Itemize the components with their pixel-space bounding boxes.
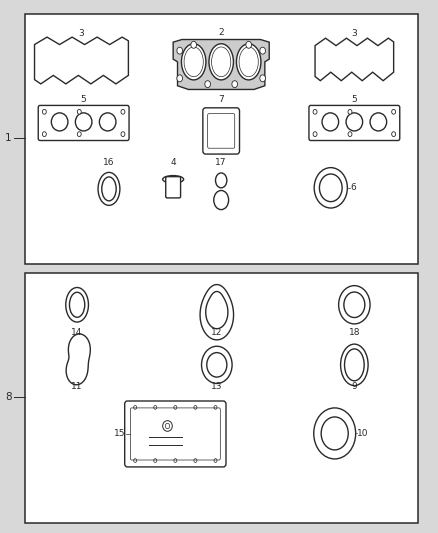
Ellipse shape — [99, 113, 116, 131]
Ellipse shape — [246, 42, 251, 49]
Ellipse shape — [177, 75, 183, 82]
Ellipse shape — [348, 132, 352, 136]
Ellipse shape — [75, 113, 92, 131]
Text: 3: 3 — [351, 29, 357, 38]
Ellipse shape — [232, 80, 237, 87]
Ellipse shape — [313, 109, 317, 114]
Text: 5: 5 — [351, 95, 357, 104]
Ellipse shape — [162, 175, 184, 183]
Ellipse shape — [205, 80, 211, 87]
Ellipse shape — [313, 132, 317, 136]
Ellipse shape — [348, 109, 352, 114]
Text: 3: 3 — [78, 29, 85, 38]
Ellipse shape — [260, 47, 265, 54]
Ellipse shape — [237, 44, 261, 80]
Ellipse shape — [191, 42, 197, 49]
Ellipse shape — [370, 113, 387, 131]
Text: 2: 2 — [219, 28, 224, 37]
Text: 15: 15 — [113, 430, 125, 439]
Ellipse shape — [42, 132, 46, 136]
Text: 9: 9 — [351, 382, 357, 391]
Text: 10: 10 — [357, 429, 368, 438]
Ellipse shape — [209, 44, 233, 80]
Text: 17: 17 — [215, 158, 227, 167]
Text: 12: 12 — [211, 328, 223, 337]
Ellipse shape — [260, 75, 265, 82]
Ellipse shape — [322, 113, 339, 131]
Ellipse shape — [78, 132, 81, 136]
Text: 8: 8 — [5, 392, 12, 402]
Ellipse shape — [121, 109, 125, 114]
Text: 14: 14 — [71, 328, 83, 337]
Ellipse shape — [346, 113, 363, 131]
Text: 16: 16 — [103, 158, 115, 167]
Text: 5: 5 — [81, 95, 87, 104]
Text: 13: 13 — [211, 382, 223, 391]
Ellipse shape — [212, 47, 231, 77]
Bar — [25, 14, 418, 264]
Ellipse shape — [121, 132, 125, 136]
Text: 6: 6 — [350, 183, 356, 192]
Text: 1: 1 — [5, 133, 12, 143]
Text: 18: 18 — [349, 328, 360, 337]
Polygon shape — [173, 39, 269, 90]
Ellipse shape — [392, 132, 396, 136]
Text: 4: 4 — [170, 158, 176, 167]
Text: 11: 11 — [71, 382, 83, 391]
FancyBboxPatch shape — [166, 176, 180, 198]
Ellipse shape — [184, 47, 203, 77]
Text: 7: 7 — [218, 95, 224, 104]
Bar — [25, 273, 418, 523]
Ellipse shape — [239, 47, 258, 77]
Ellipse shape — [78, 109, 81, 114]
Ellipse shape — [51, 113, 68, 131]
Ellipse shape — [392, 109, 396, 114]
Ellipse shape — [42, 109, 46, 114]
Ellipse shape — [177, 47, 183, 54]
Ellipse shape — [181, 44, 206, 80]
